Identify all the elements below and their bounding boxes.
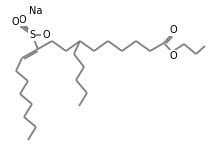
Text: O: O — [169, 25, 177, 35]
Text: Na: Na — [29, 6, 43, 16]
Text: O: O — [18, 15, 26, 25]
Text: O: O — [169, 51, 177, 61]
Text: S: S — [29, 30, 35, 40]
Text: O: O — [42, 30, 50, 40]
Text: O: O — [11, 17, 19, 27]
